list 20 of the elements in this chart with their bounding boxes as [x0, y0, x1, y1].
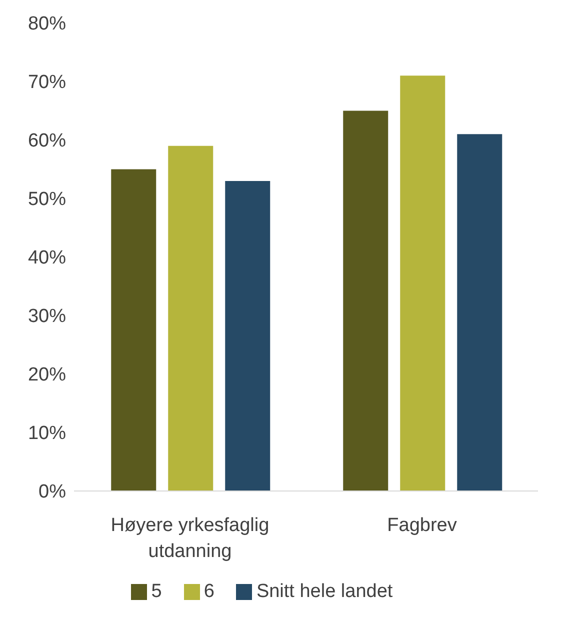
y-tick-label: 60%: [28, 130, 66, 152]
y-tick-label: 0%: [38, 482, 66, 503]
y-tick-label: 10%: [28, 423, 66, 444]
legend-label: 6: [204, 581, 214, 602]
bar: [225, 180, 270, 491]
x-tick-label: Fagbrev: [387, 515, 458, 536]
bar: [111, 169, 156, 491]
bar: [457, 134, 502, 491]
x-tick-label: Høyere yrkesfaglig utdanning: [110, 515, 270, 562]
y-tick-label: 80%: [28, 14, 66, 35]
y-tick-label: 30%: [28, 306, 66, 328]
y-tick-label: 50%: [28, 189, 66, 210]
y-tick-label: 40%: [28, 248, 66, 269]
bar: [343, 110, 388, 491]
legend-label: Snitt hele landet: [256, 581, 393, 602]
y-tick-label: 70%: [28, 72, 66, 94]
y-tick-label: 20%: [28, 364, 66, 386]
legend-label: 5: [151, 581, 162, 602]
bar: [400, 76, 446, 491]
bar: [168, 146, 214, 491]
